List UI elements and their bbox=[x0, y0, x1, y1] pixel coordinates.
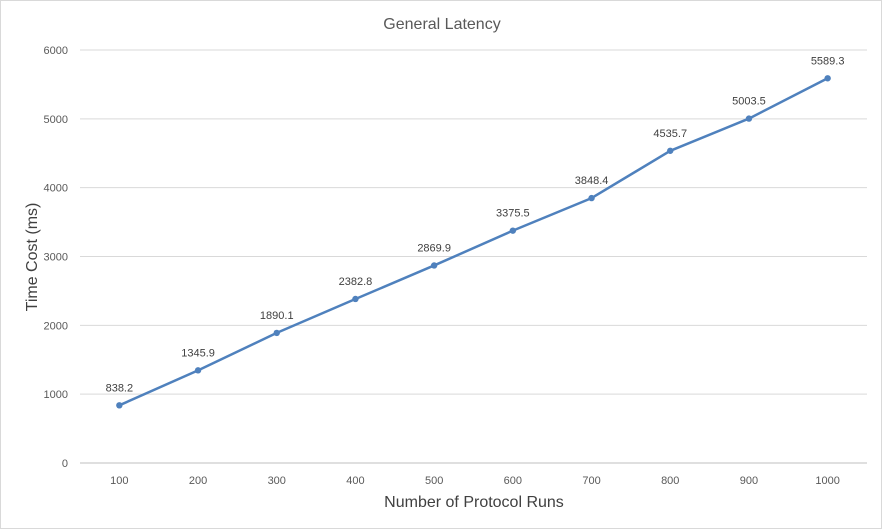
x-tick-label: 700 bbox=[582, 475, 600, 487]
chart-title: General Latency bbox=[383, 16, 500, 33]
data-label: 1345.9 bbox=[181, 347, 215, 359]
series-line bbox=[118, 77, 829, 407]
x-tick-label: 1000 bbox=[815, 475, 839, 487]
y-tick-label: 1000 bbox=[44, 389, 68, 401]
x-axis-title: Number of Protocol Runs bbox=[384, 494, 564, 511]
y-tick-label: 0 bbox=[62, 458, 68, 470]
x-axis-ticks: 100 200 300 400 500 600 700 800 900 1000 bbox=[110, 475, 840, 487]
data-point bbox=[509, 227, 517, 234]
x-tick-label: 200 bbox=[189, 475, 207, 487]
x-tick-label: 800 bbox=[661, 475, 679, 487]
y-tick-label: 5000 bbox=[44, 114, 68, 126]
data-labels: 838.2 1345.9 1890.1 2382.8 2869.9 3375.5 3848.… bbox=[106, 55, 845, 394]
series-layer bbox=[116, 75, 831, 409]
data-label: 5003.5 bbox=[732, 96, 766, 108]
x-tick-label: 900 bbox=[740, 475, 758, 487]
data-label: 3375.5 bbox=[496, 208, 530, 220]
data-point bbox=[352, 295, 359, 303]
data-label: 5589.3 bbox=[811, 55, 845, 67]
y-tick-label: 6000 bbox=[44, 45, 68, 57]
y-tick-label: 3000 bbox=[44, 252, 68, 264]
y-axis-ticks: 0 1000 2000 3000 4000 5000 6000 bbox=[44, 45, 68, 470]
data-label: 838.2 bbox=[106, 382, 134, 394]
y-axis-title: Time Cost (ms) bbox=[24, 203, 41, 312]
gridlines bbox=[80, 49, 867, 464]
y-tick-label: 4000 bbox=[44, 183, 68, 195]
x-tick-label: 600 bbox=[504, 475, 522, 487]
data-label: 2382.8 bbox=[339, 276, 373, 288]
data-label: 3848.4 bbox=[575, 175, 609, 187]
data-point bbox=[430, 262, 438, 269]
data-label: 1890.1 bbox=[260, 310, 294, 322]
data-label: 4535.7 bbox=[653, 128, 687, 140]
x-tick-label: 500 bbox=[425, 475, 443, 487]
x-tick-label: 400 bbox=[346, 475, 364, 487]
data-point bbox=[745, 115, 753, 122]
data-point bbox=[194, 367, 202, 374]
data-point bbox=[273, 329, 280, 337]
data-point bbox=[667, 147, 674, 154]
data-point bbox=[116, 402, 123, 409]
data-point bbox=[588, 194, 595, 202]
data-label: 2869.9 bbox=[417, 242, 451, 254]
x-tick-label: 100 bbox=[110, 475, 128, 487]
data-point bbox=[824, 75, 831, 82]
y-tick-label: 2000 bbox=[44, 320, 68, 332]
x-tick-label: 300 bbox=[268, 475, 286, 487]
